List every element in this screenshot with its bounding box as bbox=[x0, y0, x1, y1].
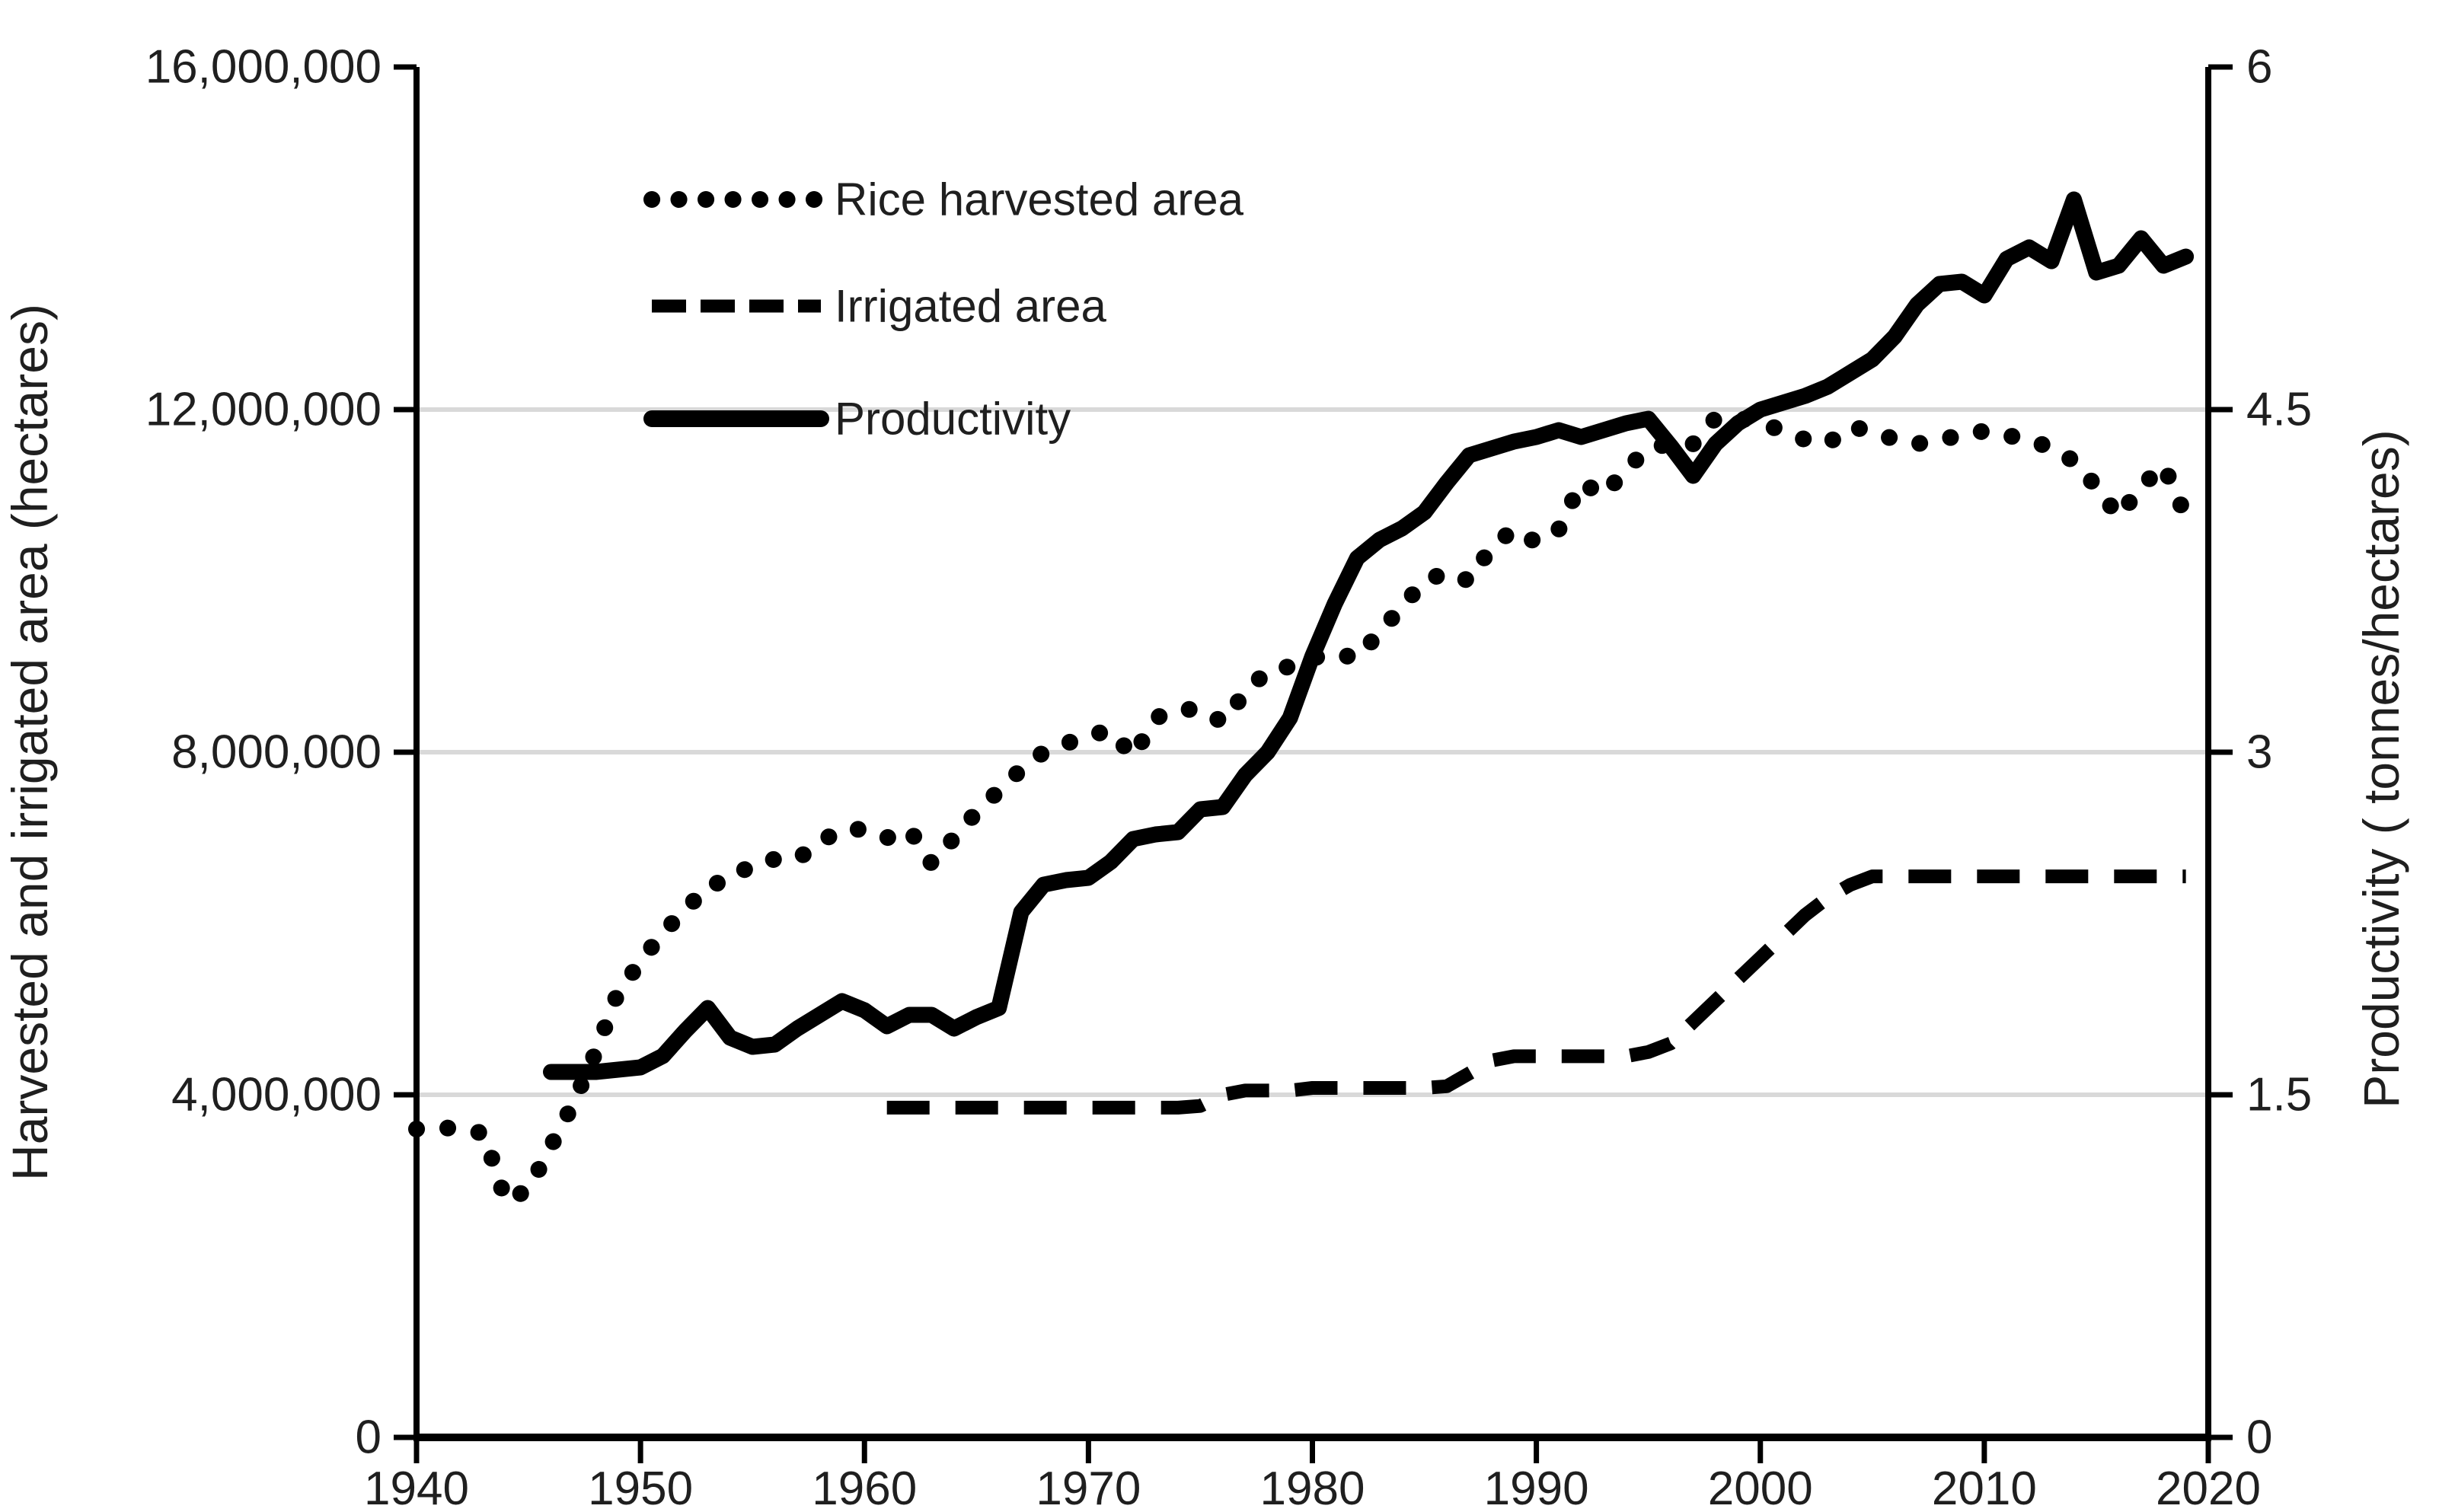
y-left-tick-label: 16,000,000 bbox=[145, 41, 381, 94]
y-right-tick-label: 6 bbox=[2246, 41, 2272, 94]
x-tick-label: 1950 bbox=[588, 1463, 693, 1512]
series-line-productivity bbox=[543, 191, 2195, 1080]
x-tick-label: 2010 bbox=[1932, 1463, 2037, 1512]
y-right-axis-title: Productivity ( tonnes/hectares) bbox=[2353, 429, 2409, 1108]
legend-label-irrigated-area: Irrigated area bbox=[835, 281, 1106, 332]
x-tick-label: 2020 bbox=[2156, 1463, 2261, 1512]
x-tick-label: 2000 bbox=[1708, 1463, 1813, 1512]
y-right-tick-label: 4.5 bbox=[2246, 384, 2312, 436]
y-left-tick-label: 0 bbox=[356, 1412, 381, 1464]
y-right-tick-label: 3 bbox=[2246, 726, 2272, 779]
x-tick-label: 1970 bbox=[1036, 1463, 1141, 1512]
y-right-tick-label: 0 bbox=[2246, 1412, 2272, 1464]
series-line-rice-harvested-area bbox=[408, 410, 2195, 1211]
y-left-tick-label: 8,000,000 bbox=[171, 726, 381, 779]
legend-label-productivity: Productivity bbox=[835, 394, 1071, 445]
x-tick-label: 1960 bbox=[812, 1463, 917, 1512]
gridlines bbox=[417, 407, 2208, 1097]
legend: Rice harvested area Irrigated area Product… bbox=[643, 174, 1244, 445]
y-right-tick-label: 1.5 bbox=[2246, 1069, 2312, 1121]
ticks: 0 4,000,000 8,000,000 12,000,000 16,000,000 0… bbox=[145, 41, 2313, 1512]
y-left-tick-label: 4,000,000 bbox=[171, 1069, 381, 1121]
series-line-irrigated-area bbox=[886, 869, 2186, 1115]
x-tick-label: 1980 bbox=[1260, 1463, 1365, 1512]
y-left-axis-title: Harvested and irrigated area (hectares) bbox=[2, 304, 58, 1181]
y-left-tick-label: 12,000,000 bbox=[145, 384, 381, 436]
x-tick-label: 1990 bbox=[1484, 1463, 1589, 1512]
legend-label-rice-harvested-area: Rice harvested area bbox=[835, 174, 1244, 225]
x-tick-label: 1940 bbox=[364, 1463, 469, 1512]
series bbox=[408, 191, 2195, 1211]
